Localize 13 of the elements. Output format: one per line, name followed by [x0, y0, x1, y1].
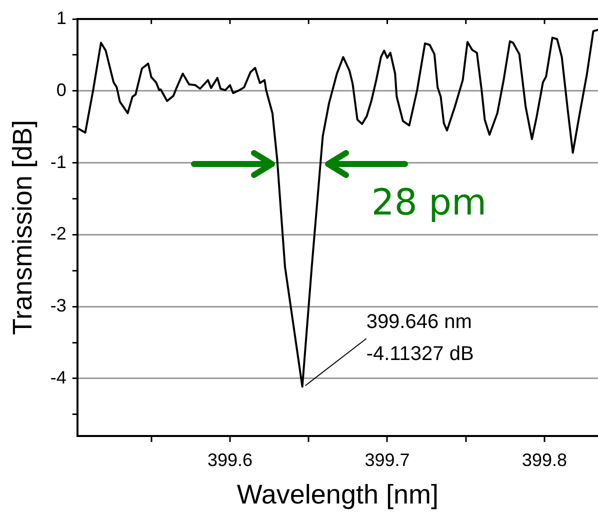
- y-tick-label: 1: [56, 8, 66, 28]
- y-tick-label: -1: [50, 152, 66, 172]
- y-axis-title: Transmission [dB]: [8, 120, 38, 336]
- annotation: 28 pm: [371, 182, 487, 224]
- y-tick-label: -3: [50, 296, 66, 316]
- y-tick-label: 0: [56, 80, 66, 100]
- annotation: 399.646 nm -4.11327 dB: [366, 311, 474, 366]
- x-tick-label: 399.7: [364, 450, 410, 470]
- y-tick-label: -4: [50, 367, 66, 388]
- x-axis-title: Wavelength [nm]: [236, 479, 438, 510]
- x-tick-label: 399.6: [207, 450, 252, 470]
- y-tick-label: -2: [50, 224, 66, 244]
- x-tick-label: 399.8: [522, 450, 568, 470]
